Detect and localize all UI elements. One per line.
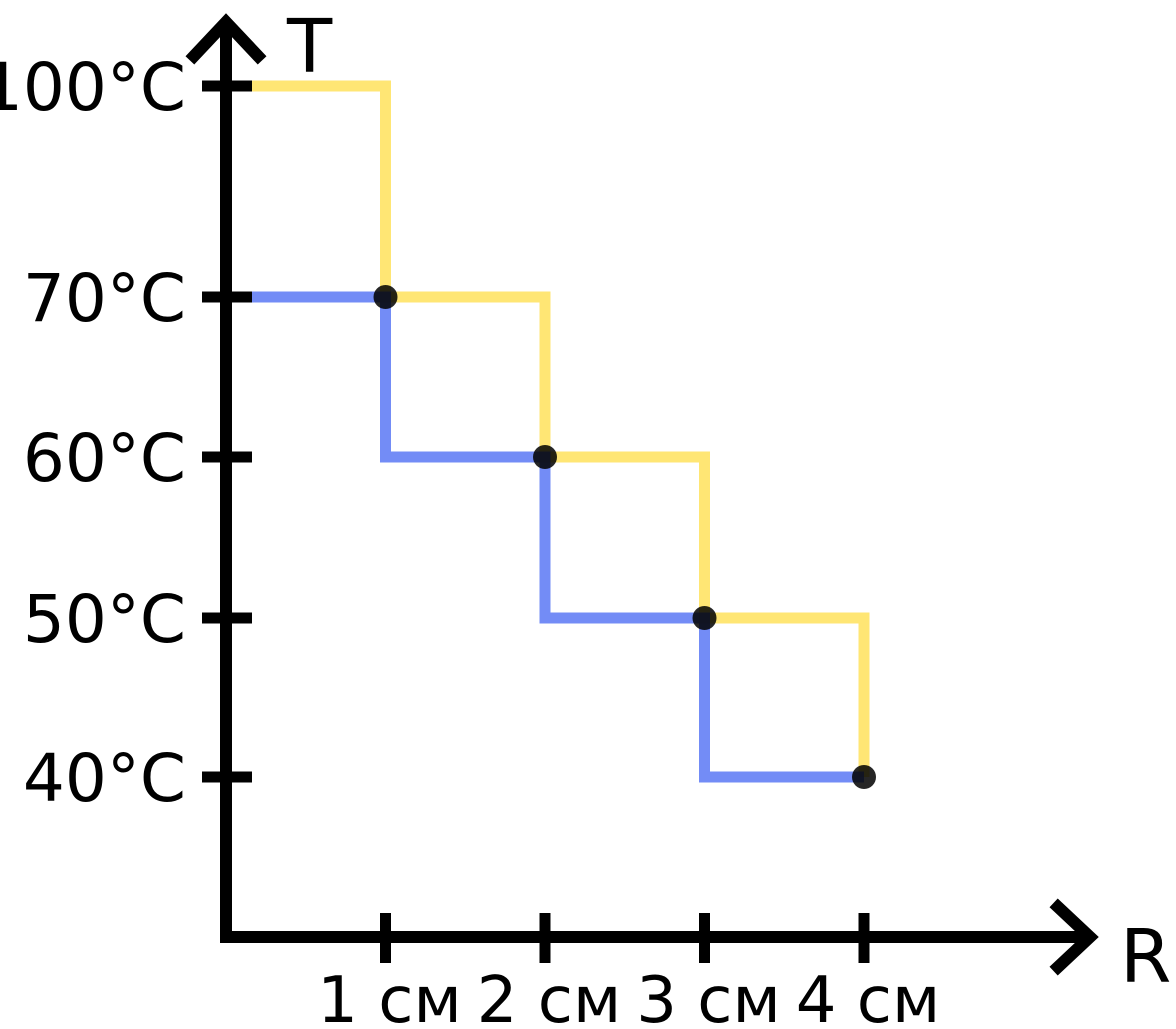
y-tick-label: 50°C [23,581,186,658]
data-point-marker [692,606,717,630]
x-tick-label: 4 см [796,964,941,1029]
marker-layer [373,285,876,789]
y-tick-label: 60°C [23,420,186,497]
axes-layer: T R [185,4,1171,1000]
data-point-marker [533,445,557,469]
series-layer [226,80,870,783]
x-tick-label: 1 см [317,964,462,1029]
data-point-marker [373,285,398,309]
x-tick-label: 3 см [636,964,781,1029]
y-tick-label: 100°C [0,49,186,126]
series-lower-line [226,291,864,783]
x-axis-arrowhead [1049,898,1099,976]
x-tick-label: 2 см [477,964,622,1029]
y-axis-arrowhead [185,13,267,65]
y-tick-label: 40°C [23,740,186,817]
x-axis-title: R [1120,914,1171,1000]
series-upper-line [226,80,870,777]
y-tick-label: 70°C [23,260,186,337]
ticks-layer: 100°C 70°C 60°C 50°C 40°C 1 см 2 см 3 см 4 см [0,49,940,1029]
y-axis-title: T [286,4,333,90]
data-point-marker [852,765,876,789]
